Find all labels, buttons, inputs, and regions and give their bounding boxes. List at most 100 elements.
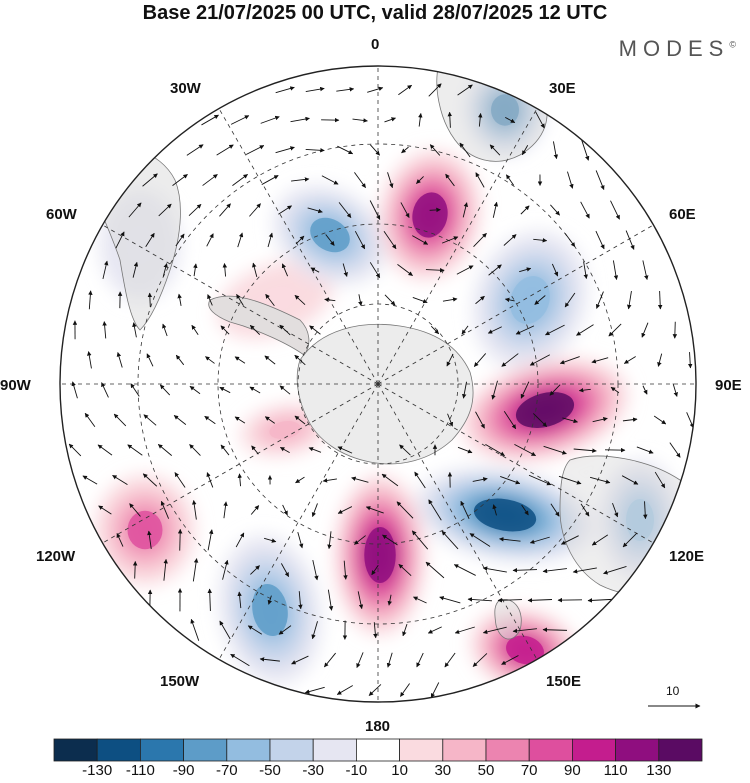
wind-vector <box>529 354 551 366</box>
wind-vector <box>475 295 485 305</box>
wind-vector <box>219 620 231 640</box>
wind-vector <box>352 118 368 123</box>
colorbar-label: 30 <box>434 762 452 779</box>
wind-vector <box>327 589 334 611</box>
wind-vector <box>442 297 458 302</box>
wind-vector <box>356 652 364 669</box>
wind-vector <box>128 202 142 218</box>
wind-vector <box>279 385 291 395</box>
wind-vector <box>82 475 98 485</box>
wind-vector <box>457 446 473 454</box>
colorbar-label: -90 <box>172 762 195 779</box>
colorbar-label: 10 <box>391 762 408 779</box>
wind-vector <box>425 561 445 579</box>
meridian-line <box>212 98 379 385</box>
wind-vector <box>291 177 310 182</box>
wind-vector <box>220 325 230 335</box>
anomaly-high-greenwich-core <box>412 192 448 238</box>
wind-vector <box>482 626 507 635</box>
wind-vector <box>327 531 332 550</box>
wind-vector <box>311 503 318 518</box>
wind-vector <box>591 534 609 546</box>
wind-vector <box>686 412 694 429</box>
wind-vector <box>342 263 348 277</box>
colorbar-cell <box>183 738 228 762</box>
wind-vector <box>245 145 265 155</box>
wind-vector <box>549 384 561 396</box>
wind-vector <box>473 353 487 367</box>
wind-vector <box>322 478 337 483</box>
colorbar-label: 130 <box>646 762 672 779</box>
lon-label-180: 180 <box>365 718 391 735</box>
wind-vector <box>552 141 559 160</box>
wind-vector <box>687 352 693 369</box>
anomaly-high-south-indian-core <box>515 392 575 428</box>
wind-vector <box>189 385 201 395</box>
wind-vector <box>626 291 632 310</box>
wind-vector <box>207 294 213 306</box>
wind-vector <box>84 412 96 428</box>
wind-vector <box>461 381 467 399</box>
wind-vector <box>396 501 414 519</box>
wind-vector <box>398 564 412 576</box>
wind-vector <box>623 356 636 364</box>
wind-vector <box>411 530 429 550</box>
anomaly-low-australia-south-core <box>626 499 654 541</box>
wind-vector <box>343 560 348 580</box>
wind-vector <box>321 175 339 185</box>
wind-vector <box>373 622 378 639</box>
wind-vector <box>202 174 218 186</box>
lon-label-90e: 90E <box>715 377 742 394</box>
wind-vector <box>279 446 290 454</box>
meridian-line <box>377 98 544 385</box>
colorbar-cell <box>355 738 400 762</box>
wind-vector <box>430 682 440 698</box>
wind-vector <box>102 321 107 339</box>
wind-vector <box>643 501 648 520</box>
wind-vector <box>294 354 306 366</box>
wind-vector <box>174 472 186 488</box>
wind-vector <box>222 559 229 580</box>
wind-vector <box>236 294 244 306</box>
wind-vector <box>304 686 325 694</box>
anomaly-high-weddell-core <box>269 420 301 440</box>
wind-vector <box>278 205 292 215</box>
wind-vector <box>488 264 502 276</box>
wind-vector <box>351 476 369 483</box>
wind-vector <box>441 236 459 244</box>
wind-vector <box>503 234 517 246</box>
colorbar-label: -110 <box>125 762 155 779</box>
map-border <box>59 65 697 703</box>
wind-vector <box>534 295 546 305</box>
wind-vector <box>275 86 295 94</box>
wind-vector <box>504 116 516 124</box>
wind-vector <box>188 203 202 217</box>
antarctic-peninsula <box>208 295 310 356</box>
colorbar-label: 90 <box>564 762 581 779</box>
wind-vector <box>478 112 483 127</box>
wind-vector <box>249 203 261 217</box>
wind-vector <box>237 591 242 609</box>
wind-vector <box>669 442 681 458</box>
wind-vector <box>654 471 666 489</box>
wind-vector <box>265 293 275 307</box>
meridian-line <box>377 383 664 550</box>
wind-vector <box>576 324 594 336</box>
wind-vector <box>489 144 501 156</box>
wind-vector <box>206 233 214 247</box>
wind-vector <box>219 386 231 394</box>
wind-vector <box>428 499 442 521</box>
wind-vector <box>308 447 322 453</box>
anomaly-high-southeast-pacific-core <box>127 510 163 550</box>
wind-vector <box>337 446 353 454</box>
colorbar-cell <box>269 738 314 762</box>
wind-vector <box>429 144 441 156</box>
wind-vector <box>234 356 246 364</box>
wind-vector <box>260 115 280 124</box>
colorbar-cell <box>528 738 573 762</box>
wind-vector <box>595 230 605 250</box>
wind-vector <box>578 387 591 393</box>
wind-vector <box>521 145 529 156</box>
colorbar-cell <box>399 738 444 762</box>
lon-label-150w: 150W <box>160 673 200 690</box>
